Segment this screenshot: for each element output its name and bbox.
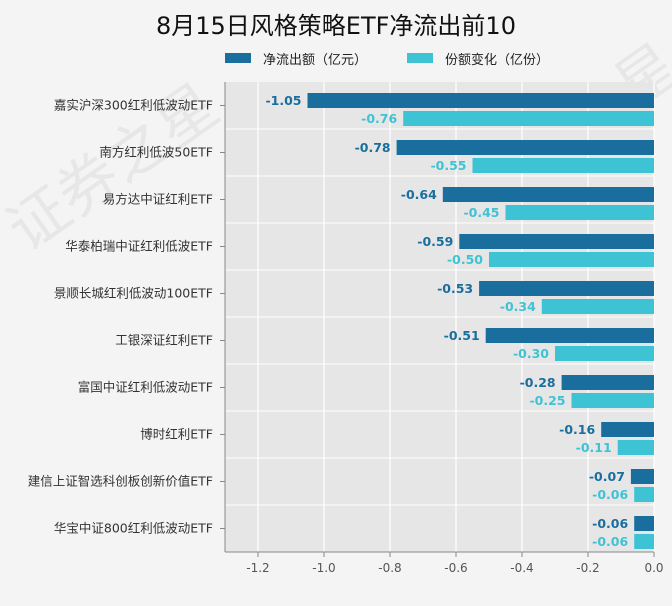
legend-item-net-outflow: 净流出额（亿元） <box>225 49 367 68</box>
category-label: 建信上证智选科创板创新价值ETF <box>28 474 213 489</box>
net-outflow-value-label: -0.53 <box>437 281 473 296</box>
net-outflow-bar <box>561 375 654 390</box>
net-outflow-value-label: -0.28 <box>520 375 556 390</box>
legend-swatch-share-change <box>407 53 434 63</box>
category-label: 景顺长城红利低波动100ETF <box>54 286 213 301</box>
category-label: 富国中证红利低波动ETF <box>78 380 213 395</box>
net-outflow-value-label: -0.59 <box>417 234 453 249</box>
share-change-value-label: -0.34 <box>500 299 536 314</box>
share-change-bar <box>571 393 654 408</box>
category-label: 华泰柏瑞中证红利低波ETF <box>65 239 213 254</box>
category-label: 华宝中证800红利低波动ETF <box>54 521 213 536</box>
category-label: 南方红利低波50ETF <box>99 145 213 160</box>
share-change-value-label: -0.76 <box>361 111 397 126</box>
net-outflow-value-label: -0.16 <box>559 422 595 437</box>
share-change-value-label: -0.25 <box>529 393 565 408</box>
legend-item-share-change: 份额变化（亿份） <box>407 49 549 68</box>
category-label: 易方达中证红利ETF <box>103 192 213 207</box>
x-tick-label: -0.6 <box>444 561 467 575</box>
net-outflow-bar <box>307 93 654 108</box>
chart-title: 8月15日风格策略ETF净流出前10 <box>156 12 516 40</box>
x-tick-label: -0.4 <box>510 561 533 575</box>
net-outflow-bar <box>601 422 654 437</box>
category-label: 博时红利ETF <box>140 427 213 442</box>
legend-swatch-net-outflow <box>225 53 251 63</box>
share-change-bar <box>634 534 654 549</box>
legend-label-share-change: 份额变化（亿份） <box>445 52 550 68</box>
share-change-bar <box>541 299 654 314</box>
legend-label-net-outflow: 净流出额（亿元） <box>263 52 368 68</box>
net-outflow-bar <box>485 328 654 343</box>
net-outflow-value-label: -0.06 <box>592 516 628 531</box>
x-tick-label: -1.2 <box>246 561 269 575</box>
net-outflow-bar <box>630 469 654 484</box>
x-tick-label: 0.0 <box>644 561 663 575</box>
x-tick-label: -1.0 <box>312 561 335 575</box>
net-outflow-value-label: -1.05 <box>265 93 301 108</box>
net-outflow-value-label: -0.64 <box>401 187 437 202</box>
share-change-value-label: -0.55 <box>430 158 466 173</box>
share-change-bar <box>472 158 654 173</box>
share-change-value-label: -0.11 <box>576 440 612 455</box>
share-change-bar <box>555 346 654 361</box>
net-outflow-bar <box>634 516 654 531</box>
net-outflow-value-label: -0.78 <box>355 140 391 155</box>
share-change-bar <box>489 252 654 267</box>
net-outflow-bar <box>442 187 654 202</box>
share-change-bar <box>634 487 654 502</box>
category-label: 嘉实沪深300红利低波动ETF <box>54 98 213 113</box>
net-outflow-bar <box>459 234 654 249</box>
share-change-bar <box>617 440 654 455</box>
net-outflow-bar <box>396 140 654 155</box>
share-change-value-label: -0.50 <box>447 252 483 267</box>
share-change-bar <box>403 111 654 126</box>
x-tick-label: -0.2 <box>576 561 599 575</box>
category-label: 工银深证红利ETF <box>115 333 213 348</box>
net-outflow-bar <box>479 281 654 296</box>
net-outflow-value-label: -0.07 <box>589 469 625 484</box>
share-change-value-label: -0.30 <box>513 346 549 361</box>
share-change-value-label: -0.06 <box>592 487 628 502</box>
share-change-bar <box>505 205 654 220</box>
chart-legend: 净流出额（亿元） 份额变化（亿份） <box>225 49 589 68</box>
share-change-value-label: -0.06 <box>592 534 628 549</box>
net-outflow-value-label: -0.51 <box>444 328 480 343</box>
share-change-value-label: -0.45 <box>463 205 499 220</box>
x-tick-label: -0.8 <box>378 561 401 575</box>
